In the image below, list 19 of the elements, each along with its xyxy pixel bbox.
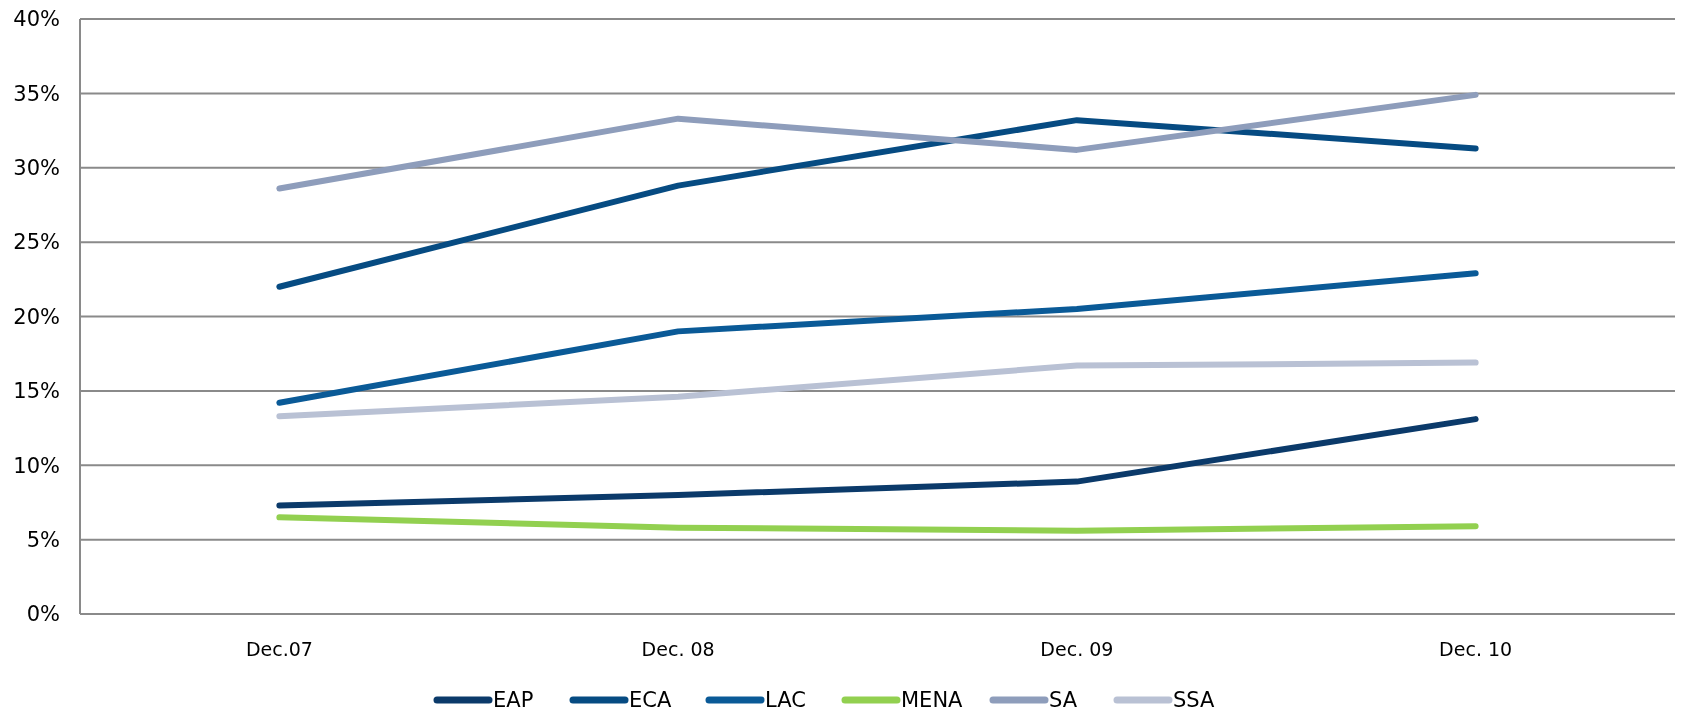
legend-label: EAP bbox=[493, 688, 534, 713]
legend-label: SSA bbox=[1173, 688, 1216, 713]
x-tick-label: Dec. 10 bbox=[1439, 638, 1513, 660]
x-tick-label: Dec.07 bbox=[245, 638, 313, 660]
x-tick-label: Dec. 09 bbox=[1040, 638, 1114, 660]
y-tick-label: 40% bbox=[13, 7, 60, 32]
legend-label: LAC bbox=[765, 688, 806, 713]
y-tick-label: 10% bbox=[13, 453, 60, 478]
y-tick-label: 5% bbox=[26, 527, 60, 552]
legend-label: SA bbox=[1049, 688, 1078, 713]
y-tick-label: 30% bbox=[13, 156, 60, 181]
y-tick-label: 15% bbox=[13, 379, 60, 404]
y-tick-label: 0% bbox=[26, 602, 60, 627]
x-tick-label: Dec. 08 bbox=[641, 638, 715, 660]
y-tick-label: 35% bbox=[13, 81, 60, 106]
legend-label: MENA bbox=[901, 688, 964, 713]
legend-label: ECA bbox=[629, 688, 672, 713]
y-tick-label: 25% bbox=[13, 230, 60, 255]
y-tick-label: 20% bbox=[13, 304, 60, 329]
